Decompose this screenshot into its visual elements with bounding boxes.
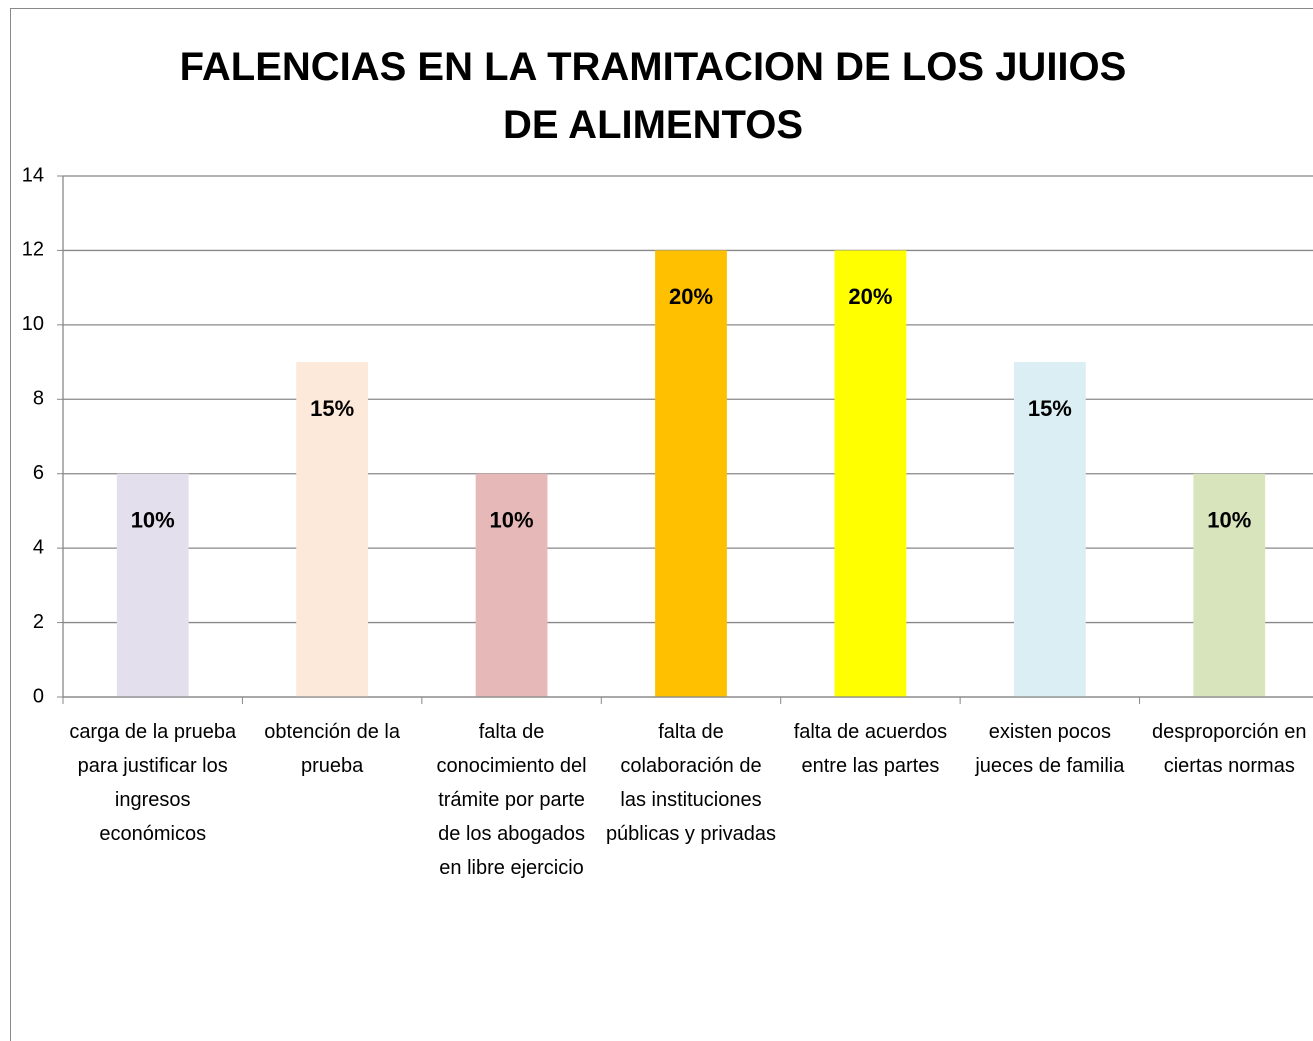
y-tick-label: 6 bbox=[33, 462, 44, 484]
bar bbox=[116, 473, 189, 697]
data-label: 10% bbox=[131, 508, 175, 533]
bar bbox=[296, 362, 369, 697]
x-tick-label: desproporción en ciertas normas bbox=[1151, 721, 1307, 777]
x-tick-label: obtención de la prueba bbox=[264, 721, 400, 777]
x-tick-label: existen pocos jueces de familia bbox=[975, 721, 1125, 777]
x-tick-label: falta de colaboración de las institucion… bbox=[605, 721, 777, 845]
chart-title: FALENCIAS EN LA TRAMITACION DE LOS JUIIO… bbox=[179, 45, 1127, 147]
x-tick-label: carga de la prueba para justificar los i… bbox=[69, 721, 237, 845]
data-label: 20% bbox=[848, 284, 892, 309]
bar bbox=[1193, 473, 1266, 697]
bar bbox=[1013, 362, 1086, 697]
data-label: 15% bbox=[310, 396, 354, 421]
data-label: 20% bbox=[669, 284, 713, 309]
bar bbox=[834, 250, 907, 697]
bar bbox=[475, 473, 548, 697]
y-tick-label: 14 bbox=[22, 164, 44, 186]
y-tick-label: 0 bbox=[33, 685, 44, 707]
bar bbox=[655, 250, 727, 697]
data-label: 10% bbox=[1207, 508, 1251, 533]
x-tick-label: falta de acuerdos entre las partes bbox=[793, 721, 948, 777]
y-tick-label: 4 bbox=[33, 536, 44, 558]
y-tick-label: 8 bbox=[33, 388, 44, 410]
y-tick-label: 10 bbox=[22, 313, 44, 335]
x-tick-label: falta de conocimiento del trámite por pa… bbox=[436, 721, 587, 879]
data-label: 15% bbox=[1028, 396, 1072, 421]
y-tick-label: 2 bbox=[33, 611, 44, 633]
data-label: 10% bbox=[490, 508, 534, 533]
chart-frame bbox=[10, 8, 1313, 1041]
y-tick-label: 12 bbox=[22, 239, 44, 261]
